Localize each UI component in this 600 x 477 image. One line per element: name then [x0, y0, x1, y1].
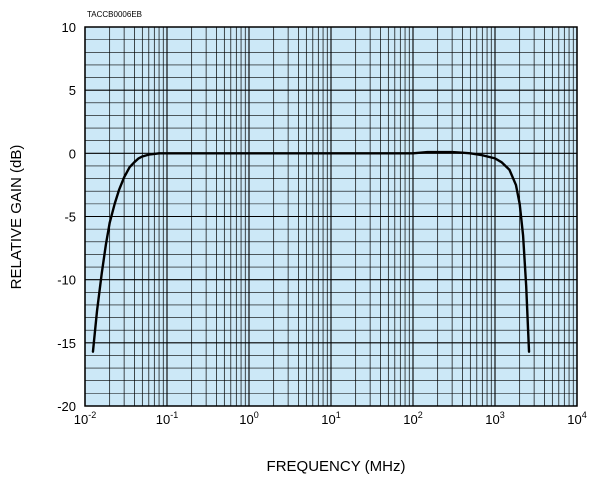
y-tick-label: -20	[57, 399, 76, 414]
y-tick-label: -5	[64, 210, 76, 225]
y-tick-label: 10	[62, 20, 76, 35]
y-axis-label: RELATIVE GAIN (dB)	[8, 145, 25, 290]
x-tick-label: 103	[485, 410, 504, 427]
series-line	[91, 150, 531, 353]
x-axis-label: FREQUENCY (MHz)	[267, 458, 406, 475]
y-tick-label: -10	[57, 273, 76, 288]
x-tick-label: 104	[567, 410, 586, 427]
x-tick-label: 100	[239, 410, 258, 427]
figure-code-label: TACCB0006EB	[87, 10, 142, 19]
y-tick-label: -15	[57, 336, 76, 351]
plot-frame	[84, 26, 578, 407]
x-tick-label: 10-2	[74, 410, 96, 427]
y-tick-label: 0	[69, 146, 76, 161]
x-tick-label: 101	[321, 410, 340, 427]
x-tick-label: 102	[403, 410, 422, 427]
y-axis-ticks: 10 5 0 -5 -10 -15 -20	[57, 20, 76, 414]
x-axis-ticks: 10-2 10-1 100 101 102 103 104	[74, 410, 587, 427]
x-tick-label: 10-1	[156, 410, 178, 427]
y-tick-label: 5	[69, 83, 76, 98]
